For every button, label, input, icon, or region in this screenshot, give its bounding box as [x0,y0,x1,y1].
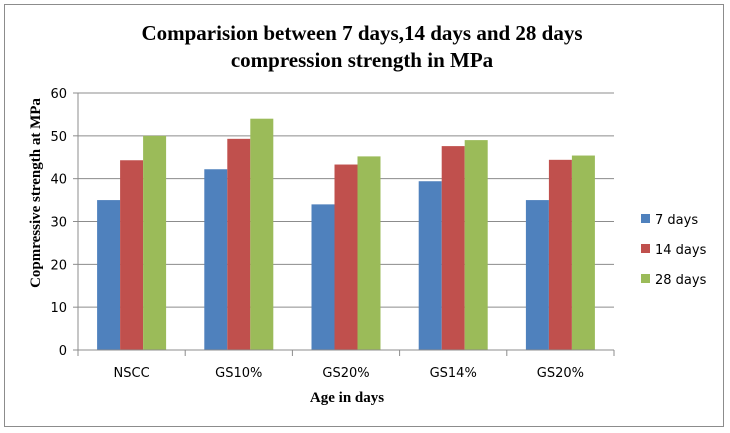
y-axis-title: Copmressive strength at MPa [28,98,44,288]
bar-14-days [548,159,572,350]
x-tick-label: GS14% [430,366,477,381]
bar-7-days [97,200,121,350]
bar-14-days [120,160,144,350]
y-tick-label: 0 [59,344,67,359]
y-tick-label: 60 [50,87,67,102]
axes [73,92,615,356]
legend: 7 days 14 days 28 days [641,213,707,288]
y-tick-label: 40 [50,173,67,188]
y-tick-labels: 0 10 20 30 40 50 60 [50,87,67,359]
chart-title-line-1: Comparision between 7 days,14 days and 2… [141,21,582,45]
y-tick-label: 30 [50,216,67,231]
legend-swatch [641,244,650,253]
legend-label: 7 days [655,213,698,228]
x-tick-label: GS20% [537,366,584,381]
legend-swatch [641,274,650,283]
y-tick-label: 20 [50,258,67,273]
y-tick-label: 50 [50,130,67,145]
legend-label: 14 days [655,243,707,258]
bar-14-days [441,146,465,350]
x-tick-label: GS10% [215,366,262,381]
chart-title-line-2: compression strength in MPa [231,48,494,72]
x-tick-labels: NSCC GS10% GS20% GS14% GS20% [114,366,584,381]
bar-14-days [334,164,358,350]
bar-7-days [525,200,549,350]
x-tick-label: GS20% [322,366,369,381]
bar-28-days [357,156,381,350]
x-axis-title: Age in days [310,390,384,406]
gridlines [78,92,614,308]
bar-7-days [311,204,335,350]
x-tick-label: NSCC [114,366,150,381]
bar-14-days [227,138,251,350]
bar-28-days [571,155,595,350]
bar-7-days [418,181,442,350]
bar-28-days [143,135,167,350]
legend-swatch [641,214,650,223]
bars [97,118,595,350]
bar-28-days [464,140,488,350]
y-tick-label: 10 [50,301,67,316]
legend-label: 28 days [655,273,707,288]
bar-28-days [250,118,274,350]
bar-7-days [204,169,228,350]
